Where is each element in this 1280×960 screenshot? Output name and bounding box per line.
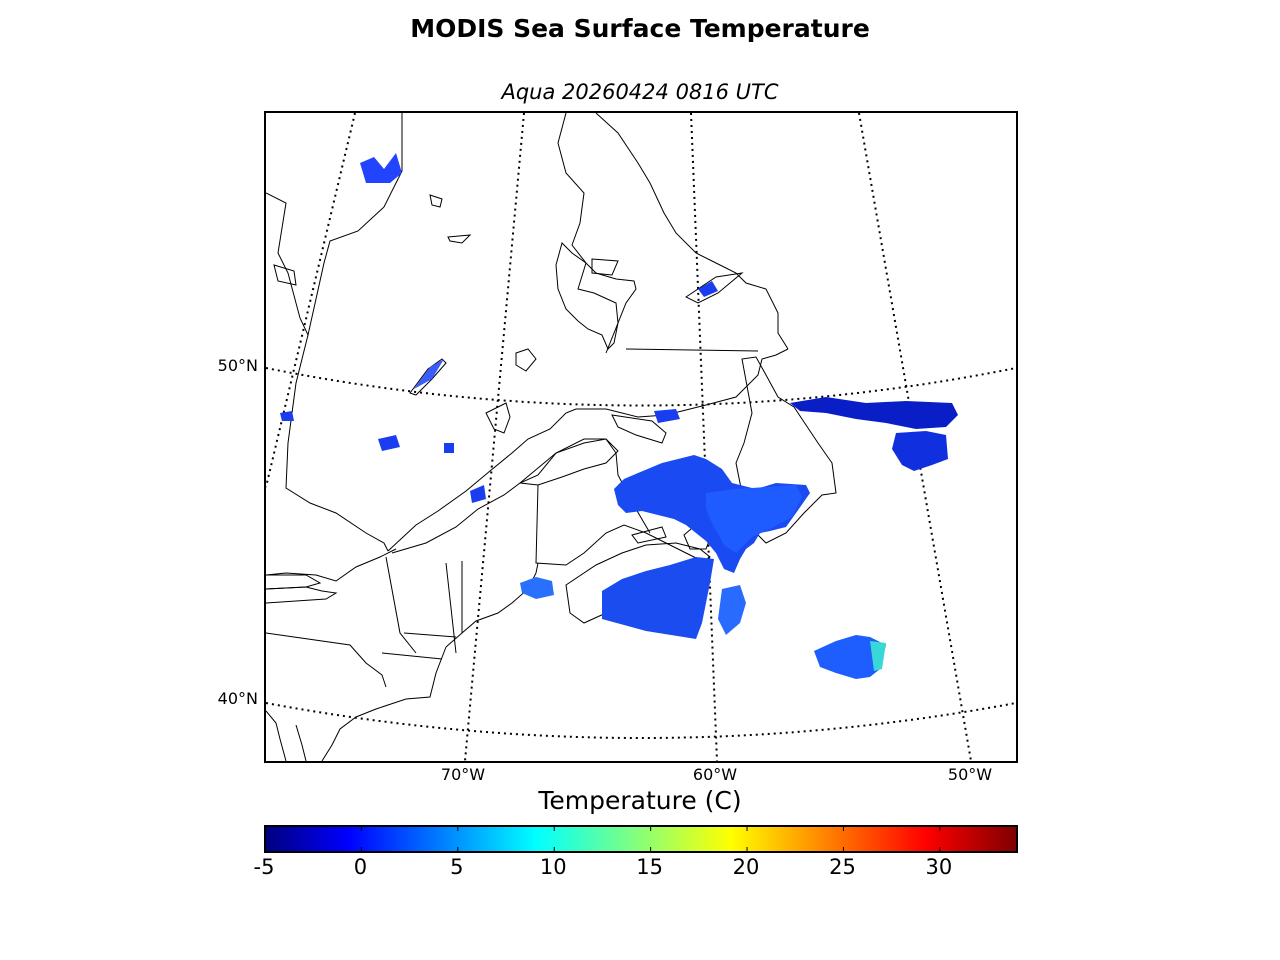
sst-data: [280, 153, 958, 679]
colorbar-tick-label: 20: [732, 855, 760, 879]
figure-title: MODIS Sea Surface Temperature: [410, 14, 870, 43]
colorbar-tick-label: -5: [253, 855, 275, 879]
new-york-border: [266, 632, 387, 688]
sst-small-lakes: [280, 281, 718, 503]
sst-mistassini: [414, 359, 444, 389]
colorbar-tick-label: 10: [539, 855, 567, 879]
lon-label-50w: 50°W: [947, 765, 993, 784]
meridian-80w: [266, 113, 356, 488]
lon-label-60w: 60°W: [692, 765, 738, 784]
labrador-lake: [685, 272, 744, 304]
sst-grand-banks-central: [892, 431, 948, 471]
anticosti: [611, 414, 667, 444]
st-lawrence-south-shore: [391, 438, 651, 554]
lake-shore: [266, 586, 338, 604]
labrador-coast: [557, 113, 619, 354]
sst-scotian-shelf-east: [718, 585, 746, 635]
us-canada-border: [266, 548, 397, 582]
colorbar-title: Temperature (C): [538, 786, 742, 815]
reservoir: [591, 258, 619, 276]
quebec-labrador-border: [625, 348, 759, 352]
lat-label-40n: 40°N: [217, 689, 258, 708]
quebec-coast-detail: [485, 402, 511, 434]
new-brunswick: [535, 484, 707, 566]
colorbar-tick-label: 30: [925, 855, 953, 879]
figure-subtitle: Aqua 20260424 0816 UTC: [501, 80, 779, 104]
state-borders: [381, 556, 463, 660]
colorbar-tick-label: 25: [829, 855, 856, 879]
hudson-bay-coast: [266, 113, 403, 337]
colorbar: [264, 825, 1018, 853]
sst-grand-banks-northeast: [790, 397, 958, 429]
meridian-50w: [858, 113, 972, 761]
maine-coast: [445, 562, 539, 648]
great-lake-ontario: [266, 574, 322, 590]
sst-james-bay: [360, 153, 402, 183]
labrador-east-coast: [595, 113, 789, 350]
quebec-lakes: [273, 264, 537, 372]
quebec-north-lake: [555, 242, 637, 350]
sst-gulf-of-maine: [520, 577, 554, 599]
sst-scotian-shelf: [602, 557, 714, 639]
sst-cabot-strait: [706, 485, 802, 553]
meridian-60w: [690, 113, 718, 761]
map-frame: [264, 111, 1018, 763]
meridian-70w: [464, 113, 525, 761]
hudson-strait-islands: [429, 194, 472, 244]
meridians: [266, 113, 972, 761]
gaspe-peninsula: [518, 438, 619, 486]
colorbar-gradient: [266, 827, 1016, 851]
st-lawrence-north-shore: [387, 348, 789, 552]
colorbar-tick-label: 15: [636, 855, 663, 879]
coastlines: [266, 113, 837, 761]
lon-label-70w: 70°W: [440, 765, 486, 784]
newfoundland: [735, 356, 837, 544]
map-svg: [266, 113, 1016, 761]
parallels: [266, 367, 1016, 739]
chesapeake-coast: [266, 710, 307, 761]
pei: [631, 526, 667, 544]
colorbar-tick-marks: [264, 825, 941, 853]
lat-label-50n: 50°N: [217, 356, 258, 375]
parallel-50n: [266, 367, 1016, 407]
colorbar-tick-label: 0: [353, 855, 368, 879]
james-bay-coast: [285, 334, 389, 552]
colorbar-tick-label: 5: [450, 855, 464, 879]
parallel-40n: [266, 702, 1016, 739]
new-england-coast: [321, 646, 447, 761]
sst-sable-warm: [814, 635, 886, 679]
sst-sable-cyan: [870, 641, 886, 671]
lake-mistassini: [409, 358, 447, 396]
